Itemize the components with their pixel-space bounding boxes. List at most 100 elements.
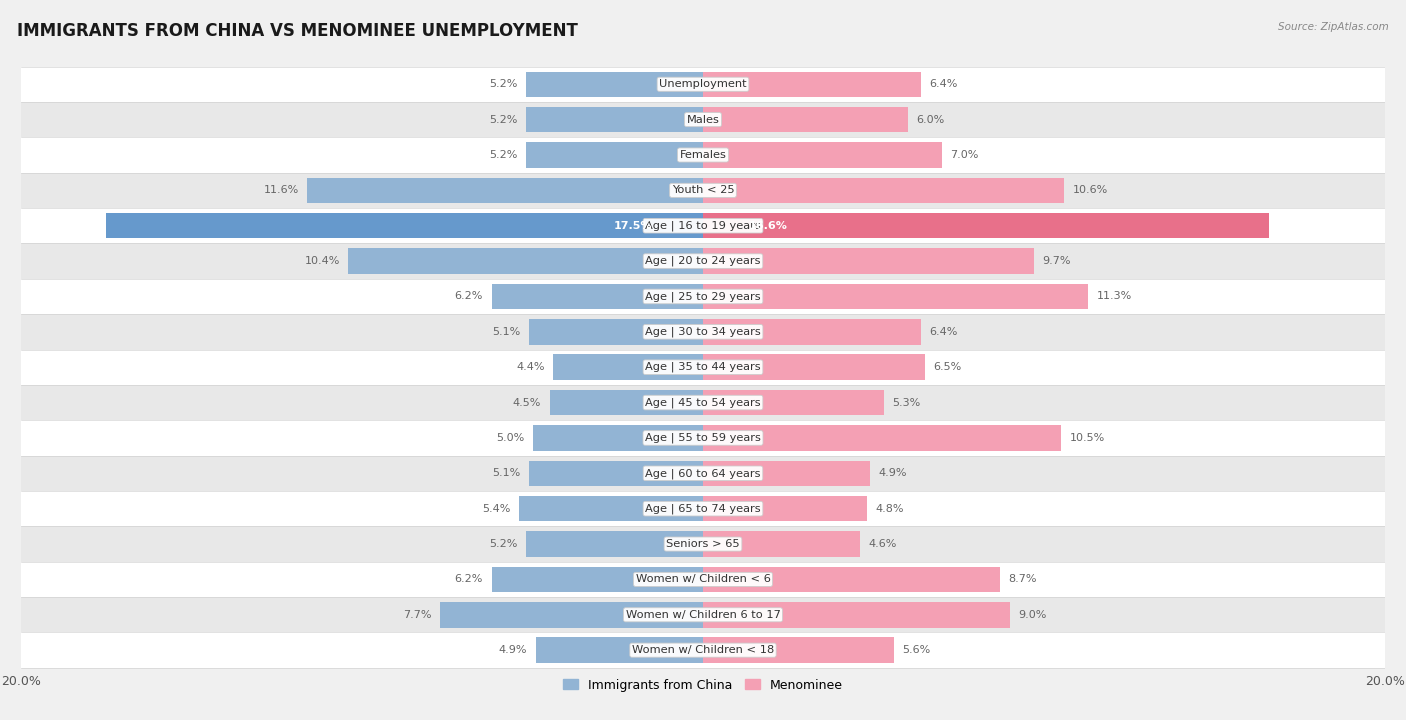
Text: 10.6%: 10.6% — [1073, 185, 1108, 195]
Text: Women w/ Children < 18: Women w/ Children < 18 — [631, 645, 775, 655]
Text: 16.6%: 16.6% — [749, 221, 787, 230]
Text: 10.5%: 10.5% — [1070, 433, 1105, 443]
Bar — [703, 602, 1010, 628]
Text: Age | 35 to 44 years: Age | 35 to 44 years — [645, 362, 761, 372]
Bar — [21, 138, 1385, 173]
Bar — [21, 349, 1385, 385]
Text: 7.7%: 7.7% — [404, 610, 432, 620]
Text: IMMIGRANTS FROM CHINA VS MENOMINEE UNEMPLOYMENT: IMMIGRANTS FROM CHINA VS MENOMINEE UNEMP… — [17, 22, 578, 40]
Text: Unemployment: Unemployment — [659, 79, 747, 89]
Text: 6.4%: 6.4% — [929, 327, 957, 337]
Bar — [703, 107, 908, 132]
Bar — [107, 213, 703, 238]
Text: Age | 55 to 59 years: Age | 55 to 59 years — [645, 433, 761, 444]
Bar — [308, 178, 703, 203]
Text: 5.1%: 5.1% — [492, 468, 520, 478]
Bar — [703, 426, 1062, 451]
Bar — [21, 526, 1385, 562]
Bar — [526, 531, 703, 557]
Bar — [703, 531, 860, 557]
Bar — [550, 390, 703, 415]
Bar — [21, 385, 1385, 420]
Bar — [529, 319, 703, 345]
Text: Males: Males — [686, 114, 720, 125]
Bar — [703, 178, 1064, 203]
Text: 6.0%: 6.0% — [917, 114, 945, 125]
Bar — [21, 420, 1385, 456]
Bar — [492, 567, 703, 592]
Bar — [703, 213, 1270, 238]
Text: Age | 65 to 74 years: Age | 65 to 74 years — [645, 503, 761, 514]
Bar — [349, 248, 703, 274]
Text: 6.4%: 6.4% — [929, 79, 957, 89]
Bar — [703, 248, 1033, 274]
Legend: Immigrants from China, Menominee: Immigrants from China, Menominee — [558, 674, 848, 697]
Text: 5.0%: 5.0% — [496, 433, 524, 443]
Bar — [703, 461, 870, 486]
Text: 4.6%: 4.6% — [869, 539, 897, 549]
Text: 5.2%: 5.2% — [489, 539, 517, 549]
Text: 4.9%: 4.9% — [499, 645, 527, 655]
Bar — [21, 597, 1385, 632]
Text: 8.7%: 8.7% — [1008, 575, 1036, 585]
Text: 5.2%: 5.2% — [489, 79, 517, 89]
Text: 11.3%: 11.3% — [1097, 292, 1132, 302]
Bar — [21, 456, 1385, 491]
Bar — [21, 314, 1385, 349]
Text: 17.5%: 17.5% — [613, 221, 652, 230]
Text: Age | 20 to 24 years: Age | 20 to 24 years — [645, 256, 761, 266]
Text: Women w/ Children < 6: Women w/ Children < 6 — [636, 575, 770, 585]
Bar — [703, 319, 921, 345]
Bar — [536, 637, 703, 663]
Text: 6.2%: 6.2% — [454, 575, 484, 585]
Text: Females: Females — [679, 150, 727, 160]
Bar — [703, 567, 1000, 592]
Text: Age | 45 to 54 years: Age | 45 to 54 years — [645, 397, 761, 408]
Text: 6.2%: 6.2% — [454, 292, 484, 302]
Bar — [21, 491, 1385, 526]
Bar — [21, 632, 1385, 668]
Bar — [526, 143, 703, 168]
Text: Seniors > 65: Seniors > 65 — [666, 539, 740, 549]
Bar — [703, 143, 942, 168]
Bar — [529, 461, 703, 486]
Text: Source: ZipAtlas.com: Source: ZipAtlas.com — [1278, 22, 1389, 32]
Bar — [21, 279, 1385, 314]
Text: 5.2%: 5.2% — [489, 114, 517, 125]
Bar — [703, 390, 884, 415]
Text: 9.7%: 9.7% — [1042, 256, 1071, 266]
Text: 4.9%: 4.9% — [879, 468, 907, 478]
Text: Age | 30 to 34 years: Age | 30 to 34 years — [645, 327, 761, 337]
Text: Age | 25 to 29 years: Age | 25 to 29 years — [645, 291, 761, 302]
Bar — [526, 71, 703, 97]
Bar — [553, 354, 703, 380]
Bar — [440, 602, 703, 628]
Bar — [21, 208, 1385, 243]
Text: 4.4%: 4.4% — [516, 362, 544, 372]
Text: Women w/ Children 6 to 17: Women w/ Children 6 to 17 — [626, 610, 780, 620]
Bar — [703, 71, 921, 97]
Bar — [703, 354, 925, 380]
Bar — [703, 637, 894, 663]
Bar — [21, 562, 1385, 597]
Text: 7.0%: 7.0% — [950, 150, 979, 160]
Text: 4.5%: 4.5% — [513, 397, 541, 408]
Bar — [492, 284, 703, 309]
Bar — [533, 426, 703, 451]
Text: Age | 16 to 19 years: Age | 16 to 19 years — [645, 220, 761, 231]
Text: 5.3%: 5.3% — [893, 397, 921, 408]
Text: 5.6%: 5.6% — [903, 645, 931, 655]
Bar — [703, 284, 1088, 309]
Bar — [21, 102, 1385, 138]
Bar — [21, 66, 1385, 102]
Text: 4.8%: 4.8% — [875, 504, 904, 513]
Text: 5.4%: 5.4% — [482, 504, 510, 513]
Text: 10.4%: 10.4% — [305, 256, 340, 266]
Bar — [703, 496, 866, 521]
Bar — [21, 173, 1385, 208]
Text: 11.6%: 11.6% — [264, 185, 299, 195]
Bar — [519, 496, 703, 521]
Text: 5.1%: 5.1% — [492, 327, 520, 337]
Text: 9.0%: 9.0% — [1018, 610, 1046, 620]
Bar — [526, 107, 703, 132]
